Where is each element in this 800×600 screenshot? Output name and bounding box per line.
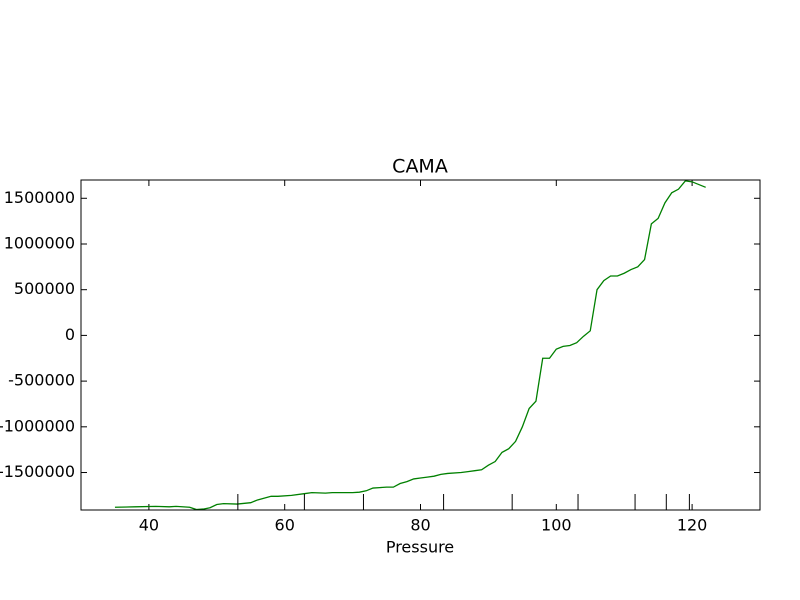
x-tick-label: 60 [275, 516, 295, 535]
x-tick-label: 40 [139, 516, 159, 535]
x-tick-label: 80 [410, 516, 430, 535]
line [114, 180, 706, 511]
chart-title: CAMA [392, 156, 448, 178]
y-tick-label: 1500000 [4, 188, 75, 207]
plot-frame [80, 179, 761, 511]
y-tick-label: -1500000 [0, 462, 75, 481]
x-axis-label: Pressure [386, 538, 454, 557]
y-tick-label: 0 [65, 325, 75, 344]
y-tick-label: 500000 [14, 279, 75, 298]
x-tick-label: 100 [541, 516, 572, 535]
y-tick-label: -500000 [8, 371, 75, 390]
x-tick-label: 120 [677, 516, 708, 535]
y-tick-label: 1000000 [4, 233, 75, 252]
y-tick-label: -1000000 [0, 416, 75, 435]
